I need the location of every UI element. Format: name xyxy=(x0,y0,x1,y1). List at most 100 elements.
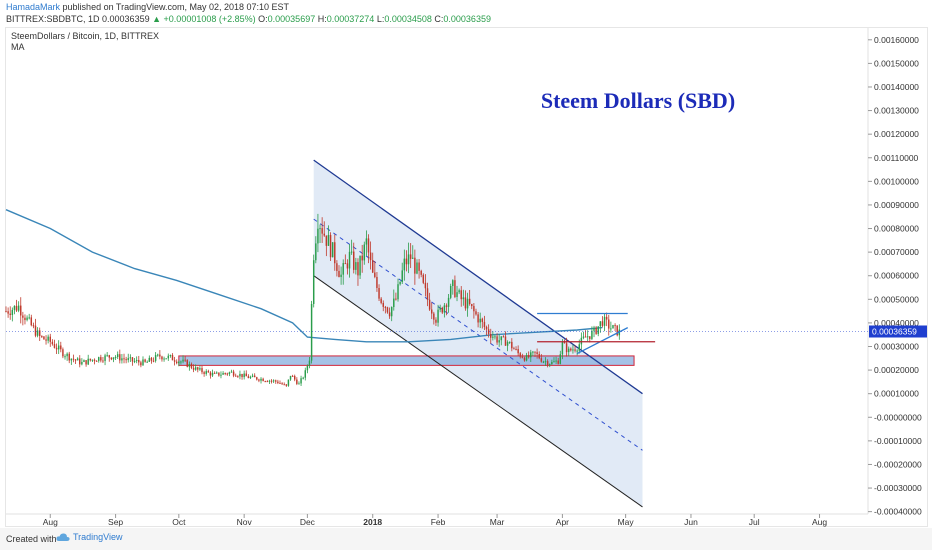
candle-body xyxy=(213,372,216,374)
candle-body xyxy=(79,358,81,365)
candle-body xyxy=(68,353,70,361)
candle-body xyxy=(586,336,589,338)
tradingview-brand[interactable]: TradingView xyxy=(56,532,123,542)
candle-body xyxy=(544,361,547,363)
candle-body xyxy=(532,351,534,353)
candle-body xyxy=(194,367,197,370)
candle-body xyxy=(83,360,85,362)
low-value: 0.00034508 xyxy=(384,14,432,24)
candle-body xyxy=(447,297,450,307)
symbol-label: BITTREX:SBDBTC, 1D xyxy=(6,14,100,24)
candle-body xyxy=(95,360,98,362)
candle-body xyxy=(224,373,226,375)
candle-body xyxy=(17,305,20,311)
y-tick-label: 0.00080000 xyxy=(874,224,919,234)
open-label: O: xyxy=(258,14,268,24)
candle-body xyxy=(251,375,254,377)
candle-body xyxy=(437,309,439,323)
last-price-label: 0.00036359 xyxy=(872,326,917,336)
candle-body xyxy=(460,290,462,300)
candle-body xyxy=(492,336,494,338)
candle-body xyxy=(504,336,507,346)
last-price-tag xyxy=(869,325,927,338)
candle-body xyxy=(534,351,536,353)
candle-body xyxy=(34,325,37,336)
candle-body xyxy=(41,336,43,338)
candle-body xyxy=(270,380,273,382)
candle-body xyxy=(173,360,176,362)
candle-body xyxy=(220,374,222,376)
rising-trendline xyxy=(576,327,629,355)
candle-body xyxy=(578,344,580,351)
candle-body xyxy=(275,380,277,382)
candle-body xyxy=(582,336,585,338)
candle-body xyxy=(81,361,83,365)
candle-body xyxy=(279,382,281,384)
candle-body xyxy=(443,305,446,313)
candle-body xyxy=(610,328,612,330)
candle-body xyxy=(605,316,608,320)
candle-body xyxy=(106,355,108,357)
open-value: 0.00035697 xyxy=(267,14,316,24)
candle-body xyxy=(175,361,178,364)
candle-body xyxy=(549,364,551,366)
candle-body xyxy=(178,361,180,364)
candle-body xyxy=(308,360,311,366)
candle-body xyxy=(591,330,593,339)
candle-body xyxy=(87,358,89,365)
candle-body xyxy=(104,355,106,361)
candle-body xyxy=(190,363,193,368)
candle-body xyxy=(60,345,62,350)
chart-frame[interactable] xyxy=(5,27,928,527)
candle-body xyxy=(38,330,41,337)
y-tick-label: 0.00050000 xyxy=(874,294,919,304)
candle-body xyxy=(508,341,511,343)
up-arrow-icon: ▲ xyxy=(152,14,162,24)
candle-body xyxy=(57,345,60,350)
candle-body xyxy=(473,306,475,312)
candle-body xyxy=(294,376,296,380)
candle-body xyxy=(384,306,387,308)
candle-body xyxy=(551,361,553,365)
candle-body xyxy=(7,311,9,314)
candle-body xyxy=(561,342,564,355)
candle-body xyxy=(331,242,334,258)
author-link[interactable]: HamadaMark xyxy=(6,2,61,12)
candle-body xyxy=(567,348,570,353)
candle-body xyxy=(272,380,275,382)
candle-body xyxy=(471,304,473,307)
candle-body xyxy=(405,258,408,265)
candle-body xyxy=(397,284,399,300)
candle-body xyxy=(53,344,56,348)
x-tick-label: Nov xyxy=(237,517,253,527)
candle-body xyxy=(184,359,186,361)
candle-body xyxy=(601,321,604,326)
candle-body xyxy=(232,371,235,376)
candle-body xyxy=(496,336,498,343)
candle-body xyxy=(481,318,484,322)
y-tick-label: 0.00030000 xyxy=(874,341,919,351)
published-text: published on TradingView.com, May 02, 20… xyxy=(62,2,290,12)
candle-body xyxy=(399,281,401,285)
candle-body xyxy=(89,358,92,361)
candle-body xyxy=(511,341,513,349)
candle-body xyxy=(277,381,279,383)
candle-body xyxy=(245,373,248,377)
y-tick-label: -0.00000000 xyxy=(874,412,922,422)
candle-body xyxy=(312,260,315,304)
candle-body xyxy=(519,353,521,357)
candle-body xyxy=(5,311,7,313)
candle-body xyxy=(298,383,300,385)
candle-body xyxy=(559,354,562,364)
candle-body xyxy=(589,336,591,339)
y-tick-label: 0.00110000 xyxy=(874,153,919,163)
candle-body xyxy=(64,356,66,358)
candle-body xyxy=(485,326,488,330)
candle-body xyxy=(494,336,496,338)
candle-body xyxy=(85,360,87,365)
candle-body xyxy=(584,336,587,338)
candle-body xyxy=(161,356,163,360)
y-tick-label: -0.00020000 xyxy=(874,459,922,469)
candle-body xyxy=(369,252,372,261)
